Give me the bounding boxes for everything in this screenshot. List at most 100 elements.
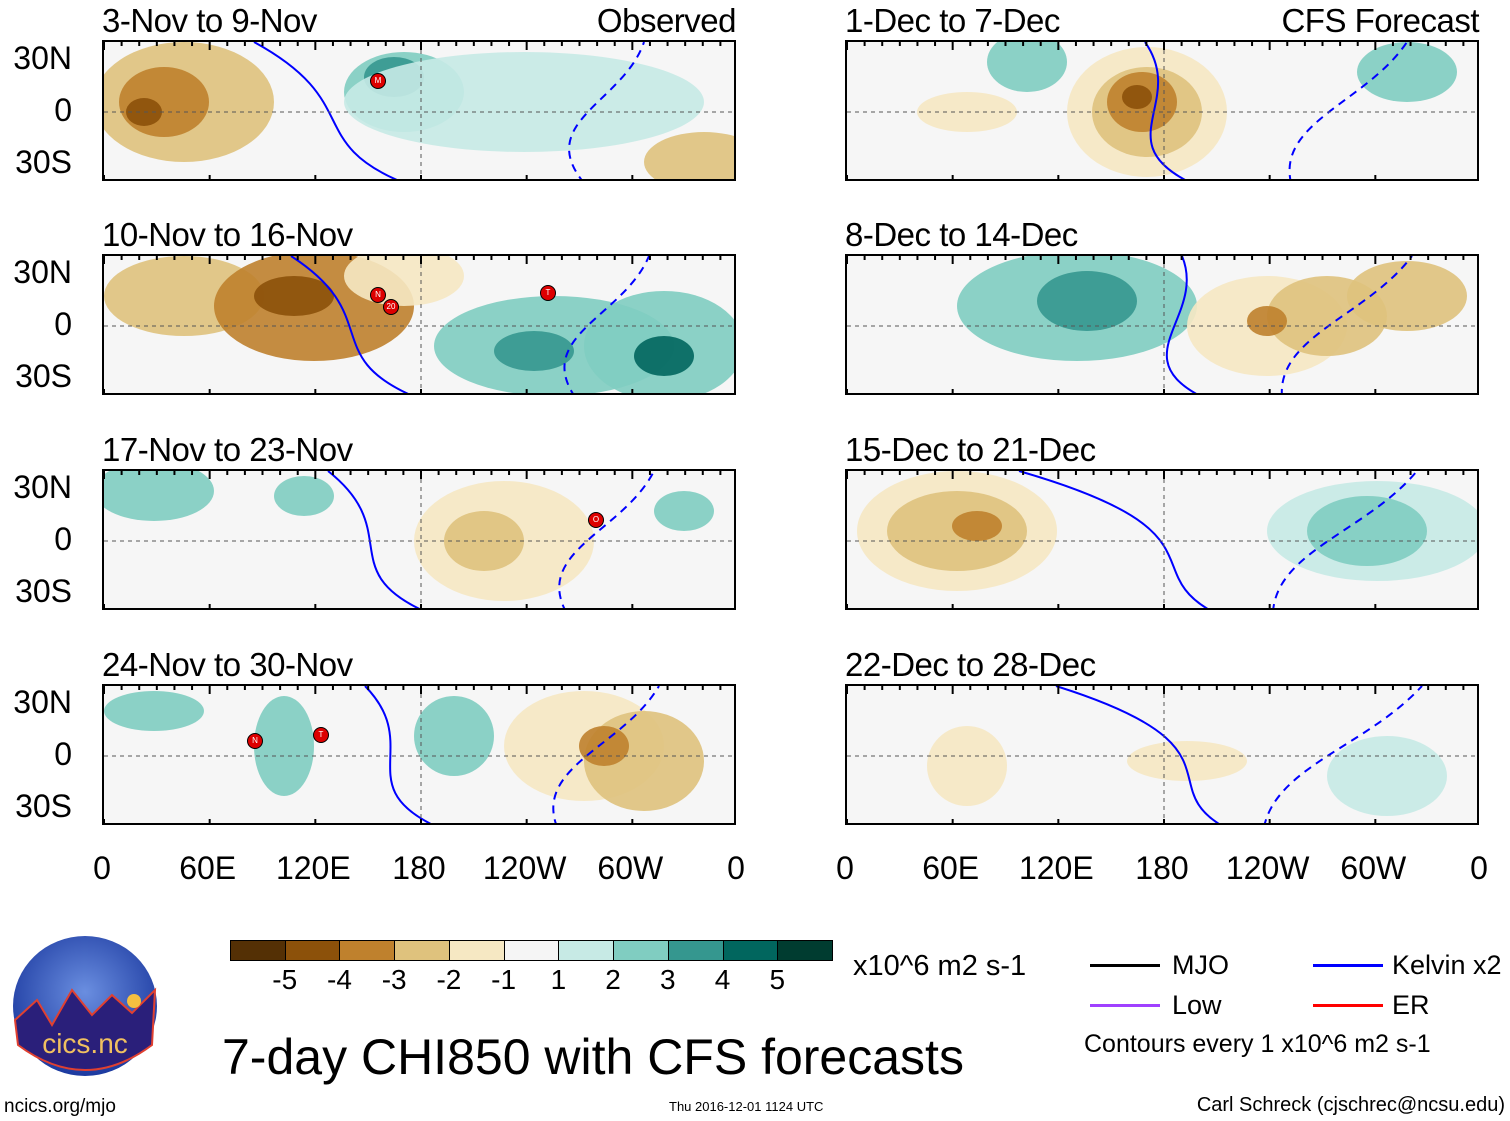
kelvin-contour [1144,42,1186,179]
colorbar-tick-label: 4 [714,964,731,995]
anomaly-region [1347,261,1467,331]
anomaly-region [104,691,204,731]
footer-timestamp: Thu 2016-12-01 1124 UTC [669,1099,824,1114]
lon-tick-label: 0 [727,850,745,886]
anomaly-region [1307,496,1427,566]
panel-title: 1-Dec to 7-Dec [845,2,1060,39]
lon-tick-label: 120E [275,850,351,886]
map-panel [102,40,736,181]
colorbar-swatch [613,940,669,961]
kelvin-contour-negative [1264,686,1423,823]
colorbar-tick-label: 2 [605,964,621,995]
lat-tick-label: 30N [13,469,72,505]
legend-low-line [1090,1004,1160,1007]
anomaly-region [254,276,334,316]
storm-marker: N [370,287,386,303]
panel-title: 24-Nov to 30-Nov [102,646,353,683]
legend-mjo-line [1090,964,1160,967]
kelvin-contour [364,686,432,823]
kelvin-contour-negative [558,471,655,608]
anomaly-region [1357,42,1457,102]
legend-er-label: ER [1392,990,1430,1020]
lat-tick-label: 30N [13,254,72,290]
anomaly-region [274,476,334,516]
anomaly-region [579,726,629,766]
map-panel [102,254,736,395]
anomaly-region [987,42,1067,92]
lon-tick-label: 180 [1135,850,1189,886]
lat-tick-label: 0 [54,306,72,342]
colorbar-tick-label: -3 [381,964,407,995]
lat-tick-label: 30S [15,358,72,394]
storm-marker: T [313,727,329,743]
lat-tick-label: 0 [54,736,72,772]
colorbar-swatch [667,940,724,961]
kelvin-contour [1018,471,1209,608]
kelvin-contour [1055,686,1220,823]
colorbar-swatch [558,940,615,961]
anomaly-region [644,132,734,179]
colorbar-tick-label: -2 [436,964,462,995]
map-panel [102,469,736,610]
lat-tick-label: 0 [54,521,72,557]
figure-title: 7-day CHI850 with CFS forecasts [222,1029,964,1085]
legend-kelvin-line [1313,964,1383,967]
lon-tick-label: 180 [392,850,446,886]
colorbar-tick-label: 5 [769,964,786,995]
legend-low-label: Low [1172,990,1222,1020]
anomaly-region [254,696,314,796]
kelvin-contour [253,42,398,179]
footer-url[interactable]: ncics.org/mjo [4,1096,116,1117]
contour-note: Contours every 1 x10^6 m2 s-1 [1084,1030,1431,1058]
colorbar-swatch [394,940,450,961]
kelvin-contour-negative [552,686,660,823]
anomaly-region [1037,271,1137,331]
panel-title: 3-Nov to 9-Nov [102,2,317,39]
anomaly-region [1247,306,1287,336]
panel-title: 8-Dec to 14-Dec [845,216,1078,253]
lon-tick-label: 120E [1018,850,1094,886]
colorbar-swatch [284,940,341,961]
colorbar-tick-label: 1 [550,964,567,995]
kelvin-contour [290,256,409,393]
lon-tick-label: 60E [179,850,237,886]
cics-logo: cics.nc [12,935,158,1078]
panel-title: 15-Dec to 21-Dec [845,431,1096,468]
lat-tick-label: 30N [13,40,72,76]
kelvin-contour-negative [1272,471,1418,608]
anomaly-region [104,471,214,521]
lat-tick-label: 30S [15,788,72,824]
lat-tick-label: 30N [13,684,72,720]
kelvin-contour [1165,256,1198,393]
lon-tick-label: 0 [1470,850,1488,886]
legend-er-line [1313,1004,1383,1007]
lat-tick-label: 30S [15,144,72,180]
lat-tick-label: 0 [54,92,72,128]
anomaly-region [494,331,574,371]
panel-title: 10-Nov to 16-Nov [102,216,353,253]
legend-mjo-label: MJO [1172,950,1229,980]
colorbar-tick-label: -1 [491,964,517,995]
storm-marker: N [247,733,263,749]
colorbar-swatch [339,940,396,961]
anomaly-region [1127,741,1247,781]
legend-kelvin-label: Kelvin x2 [1392,950,1502,980]
logo-text: cics.nc [42,1028,128,1059]
lon-tick-label: 0 [93,850,111,886]
colorbar-swatch [777,940,833,961]
storm-marker: 20 [383,299,399,315]
anomaly-region [927,726,1007,806]
map-panel [845,40,1479,181]
anomaly-region [414,696,494,776]
map-panel [102,684,736,825]
storm-marker: T [540,285,556,301]
map-panel [845,469,1479,610]
anomaly-region [1122,85,1152,109]
colorbar-tick-label: -5 [272,964,298,995]
lon-tick-label: 60W [1340,850,1407,886]
lon-tick-label: 120W [482,850,567,886]
anomaly-region [654,491,714,531]
panel-title: 22-Dec to 28-Dec [845,646,1096,683]
kelvin-contour-negative [568,42,645,179]
colorbar-swatch [230,940,286,961]
